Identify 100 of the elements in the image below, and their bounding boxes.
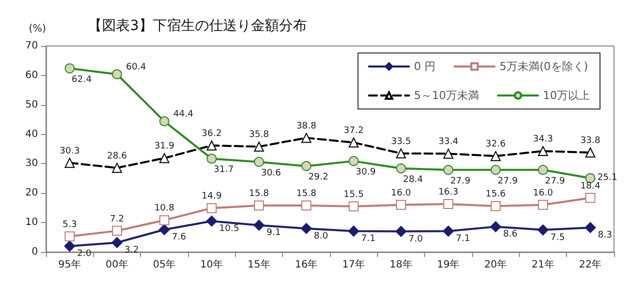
x-tick-label: 22年 — [578, 258, 602, 270]
x-tick-label: 15年 — [248, 258, 270, 270]
point — [538, 200, 548, 210]
point — [443, 199, 454, 210]
point — [490, 201, 501, 212]
point — [159, 116, 170, 126]
data-label: 33.4 — [438, 137, 459, 148]
point — [584, 222, 596, 234]
data-label: 3.2 — [124, 246, 139, 256]
data-label: 31.9 — [154, 142, 175, 152]
data-label: 31.7 — [214, 165, 234, 176]
data-label: 28.4 — [402, 174, 424, 185]
point — [443, 164, 454, 175]
point — [254, 220, 264, 231]
point — [301, 161, 312, 172]
point — [396, 148, 406, 158]
data-label: 36.2 — [202, 128, 222, 139]
data-label: 14.9 — [202, 192, 222, 202]
data-label: 44.4 — [173, 109, 194, 120]
data-label: 16.0 — [390, 188, 412, 198]
point — [206, 154, 217, 164]
chart-title: 【図表3】下宿生の仕送り金額分布 — [88, 18, 307, 34]
data-label: 34.3 — [532, 134, 554, 145]
data-label: 16.3 — [438, 188, 458, 198]
point — [206, 216, 218, 227]
data-label: 60.4 — [126, 62, 146, 72]
point — [538, 164, 548, 175]
data-label: 9.1 — [266, 228, 281, 238]
point — [396, 226, 406, 237]
y-tick-label: 30 — [25, 158, 38, 170]
point — [490, 164, 501, 175]
point — [490, 221, 502, 232]
point — [64, 158, 75, 168]
y-axis-title: (%) — [28, 24, 46, 34]
data-label: 8.3 — [598, 230, 612, 241]
legend-label: 5万未満(0を除く) — [500, 60, 588, 73]
x-tick-label: 17年 — [342, 258, 366, 270]
data-label: 15.6 — [486, 190, 506, 200]
point — [254, 200, 264, 211]
x-tick-label: 18年 — [390, 258, 412, 270]
data-label: 27.9 — [544, 176, 566, 186]
y-tick-label: 60 — [25, 70, 38, 81]
data-label: 2.0 — [77, 249, 92, 260]
data-label: 18.4 — [580, 181, 601, 192]
legend-label: 10万以上 — [543, 89, 590, 102]
x-tick-label: 16年 — [294, 258, 318, 270]
data-label: 16.0 — [532, 188, 554, 198]
point — [538, 146, 548, 156]
x-tick-label: 10年 — [200, 258, 224, 270]
data-label: 7.0 — [408, 234, 424, 244]
data-label: 10.5 — [219, 224, 240, 234]
point — [396, 163, 406, 174]
point — [206, 140, 217, 150]
point — [64, 231, 75, 242]
data-label: 35.8 — [248, 130, 270, 140]
y-tick-label: 70 — [25, 40, 38, 52]
x-tick-label: 20年 — [484, 258, 508, 270]
point — [112, 237, 122, 248]
point — [64, 240, 76, 252]
x-tick-label: 05年 — [152, 258, 176, 270]
point — [301, 132, 312, 143]
point — [159, 153, 170, 164]
y-tick-label: 40 — [25, 128, 38, 140]
legend-label: 0 円 — [414, 60, 436, 73]
y-tick-label: 50 — [25, 99, 38, 110]
data-label: 33.5 — [390, 136, 412, 147]
point — [348, 138, 359, 148]
data-label: 8.6 — [503, 230, 518, 240]
data-label: 30.3 — [60, 146, 80, 156]
point — [348, 201, 359, 212]
data-label: 38.8 — [296, 121, 317, 132]
y-tick-label: 10 — [25, 217, 38, 228]
data-label: 5.3 — [62, 220, 77, 230]
point — [301, 200, 312, 211]
point — [585, 148, 596, 158]
point — [396, 200, 406, 210]
point — [158, 224, 170, 236]
point — [254, 156, 264, 167]
data-label: 7.6 — [172, 232, 186, 243]
data-label: 10.8 — [154, 204, 175, 214]
data-label: 15.8 — [248, 189, 270, 200]
point — [206, 203, 217, 214]
point — [64, 63, 75, 74]
point — [348, 226, 360, 237]
point — [490, 151, 501, 162]
data-label: 15.5 — [344, 190, 364, 200]
data-label: 62.4 — [72, 74, 92, 85]
point — [300, 222, 312, 234]
x-tick-label: 95年 — [58, 258, 82, 270]
data-label: 27.9 — [450, 176, 471, 186]
data-label: 37.2 — [344, 126, 364, 136]
x-tick-label: 00年 — [106, 258, 128, 270]
point — [585, 192, 596, 203]
data-label: 15.8 — [296, 189, 317, 200]
point — [538, 224, 548, 236]
data-label: 7.2 — [110, 214, 124, 224]
data-label: 8.0 — [314, 231, 328, 242]
point — [442, 226, 454, 237]
point — [348, 156, 359, 166]
y-tick-label: 0 — [32, 246, 38, 258]
